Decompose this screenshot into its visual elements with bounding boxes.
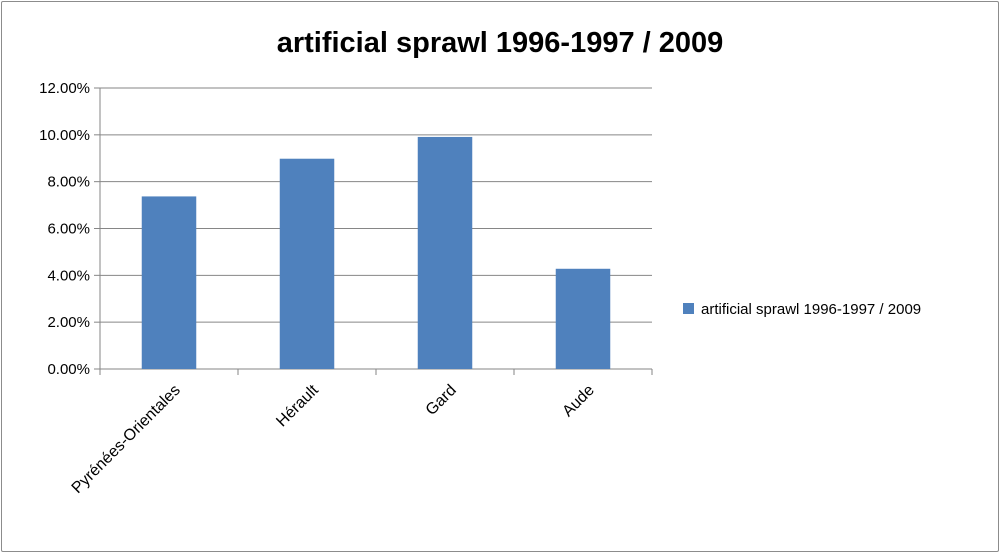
bar <box>555 268 611 369</box>
bar <box>141 196 197 369</box>
y-tick-label: 2.00% <box>47 314 90 331</box>
bar <box>279 158 335 369</box>
chart-title: artificial sprawl 1996-1997 / 2009 <box>277 27 724 59</box>
y-tick-label: 6.00% <box>47 221 90 238</box>
x-category-label: Gard <box>423 382 460 419</box>
y-tick-label: 0.00% <box>47 361 90 378</box>
bars <box>141 136 611 369</box>
x-category-label: Aude <box>559 382 598 421</box>
x-category-label: Pyrénées-Orientales <box>69 382 184 497</box>
y-tick-label: 8.00% <box>47 174 90 191</box>
x-axis-category-labels: Pyrénées-Orientales Hérault Gard Aude <box>69 381 598 497</box>
legend-swatch <box>683 303 694 314</box>
x-category-label: Hérault <box>273 381 322 430</box>
y-tick-label: 4.00% <box>47 267 90 284</box>
legend-label: artificial sprawl 1996-1997 / 2009 <box>701 301 921 318</box>
legend: artificial sprawl 1996-1997 / 2009 <box>683 301 921 318</box>
y-tick-label: 12.00% <box>39 80 90 97</box>
bar <box>417 136 473 369</box>
y-tick-label: 10.00% <box>39 127 90 144</box>
y-axis-tick-labels: 0.00% 2.00% 4.00% 6.00% 8.00% 10.00% 12.00% <box>39 80 90 378</box>
